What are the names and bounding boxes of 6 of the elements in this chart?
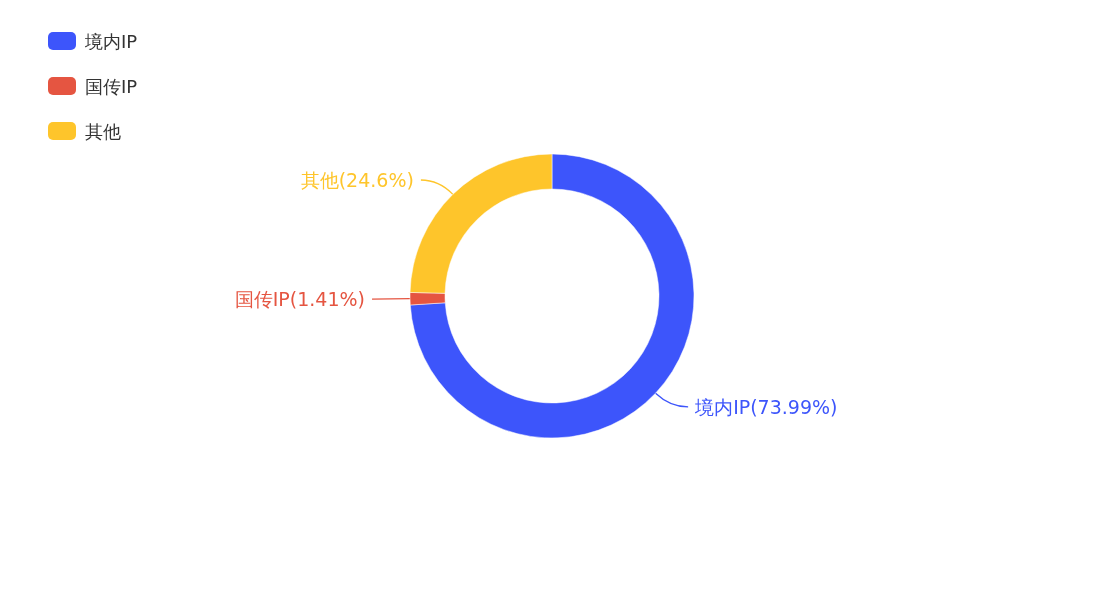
data-label: 国传IP(1.41%) [234, 288, 366, 311]
legend-label: 国传IP [85, 75, 138, 97]
legend-label: 境内IP [84, 30, 138, 52]
data-label: 境内IP(73.99%) [694, 395, 838, 418]
legend-label: 其他 [85, 120, 121, 142]
data-label: 其他(24.6%) [300, 169, 414, 192]
